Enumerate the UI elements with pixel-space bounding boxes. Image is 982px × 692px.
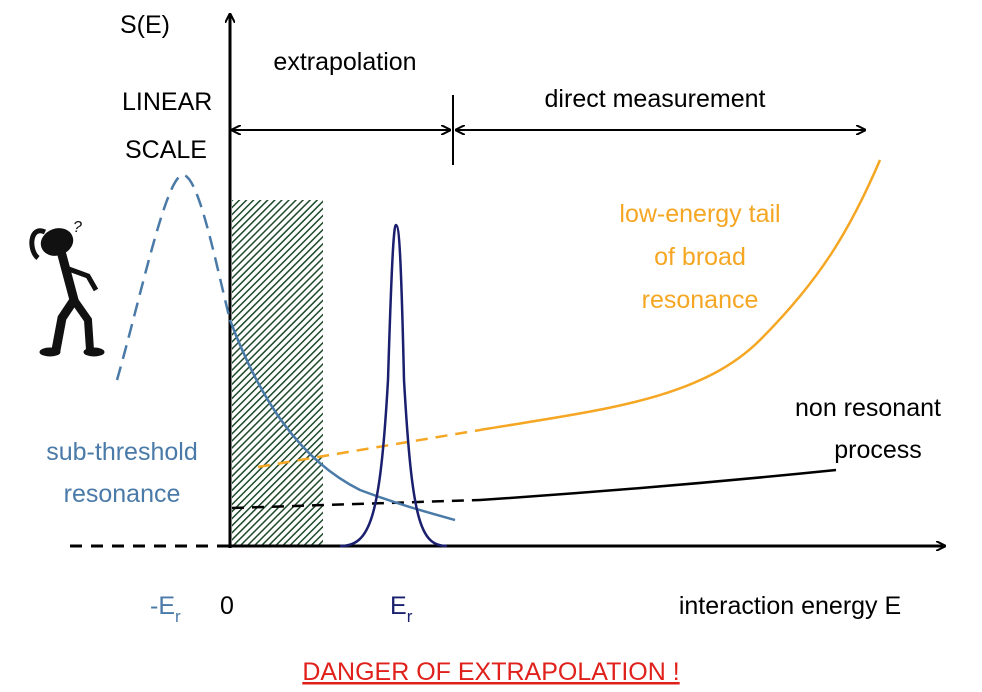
curve-label: sub-threshold: [46, 438, 197, 466]
x-mark-main: E: [390, 592, 407, 620]
sub-threshold-dashed: [115, 173, 232, 381]
non-resonant-dashed: [231, 498, 481, 510]
warning: DANGER OF EXTRAPOLATION !: [302, 658, 679, 686]
x-mark-label: -Er: [150, 592, 181, 626]
sub-threshold-curve: [228, 319, 456, 522]
x-mark-label: 0: [220, 592, 234, 620]
curve-label: resonance: [642, 286, 759, 314]
curve-label: process: [834, 436, 922, 464]
curve-label: low-energy tail: [619, 200, 780, 228]
broad-resonance-dashed: [257, 428, 481, 469]
thinker-figure: ?: [29, 219, 105, 357]
non-resonant-curve: [479, 468, 837, 502]
extrapolation-region: [232, 200, 323, 546]
thinker-question: ?: [73, 219, 82, 236]
curve-label: non resonant: [795, 394, 941, 422]
x-mark-label: Er: [390, 592, 413, 626]
region-label: extrapolation: [273, 48, 416, 76]
x-mark-main: -E: [150, 592, 175, 620]
curve-label: of broad: [654, 243, 746, 271]
y-axis-label: S(E): [120, 11, 170, 39]
broad-resonance-curve: [479, 159, 882, 432]
region-label: direct measurement: [545, 85, 766, 113]
x-mark-sub: r: [175, 607, 181, 626]
scale-note: LINEAR: [122, 88, 212, 116]
narrow-resonance: [339, 223, 448, 548]
curve-label: resonance: [64, 480, 181, 508]
x-mark-sub: r: [407, 607, 413, 626]
x-axis-label: interaction energy E: [679, 592, 901, 620]
scale-note: SCALE: [125, 136, 207, 164]
